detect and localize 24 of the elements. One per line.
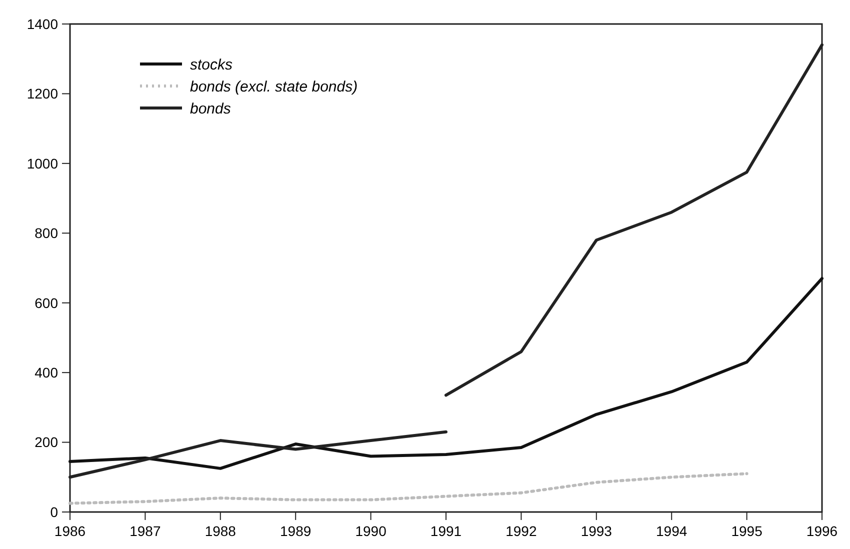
- legend-label: bonds (excl. state bonds): [190, 78, 358, 96]
- x-tick-label: 1989: [280, 523, 312, 539]
- x-tick-label: 1995: [731, 523, 763, 539]
- x-tick-label: 1992: [506, 523, 537, 539]
- y-tick-label: 200: [34, 434, 58, 450]
- legend-label: bonds: [190, 100, 232, 118]
- y-tick-label: 1000: [26, 155, 58, 172]
- legend-label: stocks: [190, 56, 234, 74]
- line-series: [68, 472, 748, 505]
- y-tick-label: 800: [34, 225, 58, 242]
- x-tick-label: 1990: [355, 523, 387, 539]
- x-tick-label: 1988: [204, 523, 236, 539]
- line-series: [68, 276, 824, 470]
- x-tick-label: 1991: [430, 523, 462, 539]
- x-tick-label: 1996: [806, 523, 838, 539]
- y-tick-label: 1200: [26, 86, 58, 102]
- y-tick-label: 400: [34, 364, 58, 380]
- y-tick-label: 1400: [26, 16, 58, 32]
- x-tick-label: 1987: [130, 523, 161, 539]
- x-tick-label: 1986: [54, 523, 86, 539]
- x-tick-label: 1994: [656, 523, 688, 539]
- x-tick-label: 1993: [580, 523, 612, 539]
- y-tick-label: 0: [50, 504, 58, 520]
- y-tick-label: 600: [34, 294, 58, 311]
